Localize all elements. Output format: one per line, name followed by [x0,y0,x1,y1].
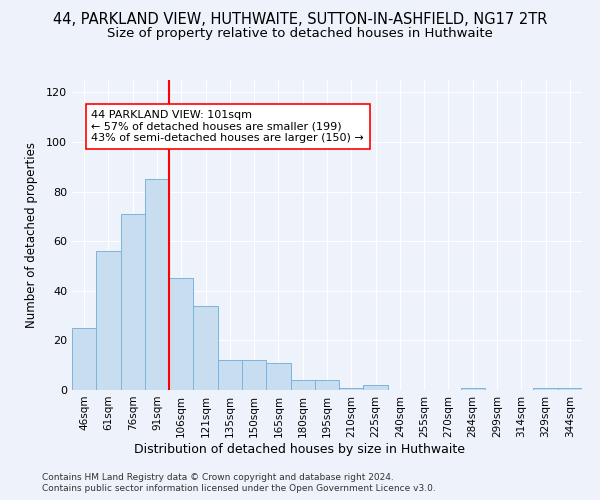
Text: 44 PARKLAND VIEW: 101sqm
← 57% of detached houses are smaller (199)
43% of semi-: 44 PARKLAND VIEW: 101sqm ← 57% of detach… [91,110,364,143]
Bar [290,380,315,390]
Bar [533,388,558,390]
Bar [72,328,96,390]
Bar [242,360,266,390]
Bar [315,380,339,390]
Text: 44, PARKLAND VIEW, HUTHWAITE, SUTTON-IN-ASHFIELD, NG17 2TR: 44, PARKLAND VIEW, HUTHWAITE, SUTTON-IN-… [53,12,547,28]
Text: Contains HM Land Registry data © Crown copyright and database right 2024.: Contains HM Land Registry data © Crown c… [42,472,394,482]
Bar [96,251,121,390]
Bar [364,385,388,390]
Bar [461,388,485,390]
Bar [169,278,193,390]
Bar [558,388,582,390]
Bar [145,179,169,390]
Text: Distribution of detached houses by size in Huthwaite: Distribution of detached houses by size … [134,442,466,456]
Text: Contains public sector information licensed under the Open Government Licence v3: Contains public sector information licen… [42,484,436,493]
Bar [193,306,218,390]
Bar [339,388,364,390]
Bar [266,362,290,390]
Text: Size of property relative to detached houses in Huthwaite: Size of property relative to detached ho… [107,28,493,40]
Bar [218,360,242,390]
Y-axis label: Number of detached properties: Number of detached properties [25,142,38,328]
Bar [121,214,145,390]
